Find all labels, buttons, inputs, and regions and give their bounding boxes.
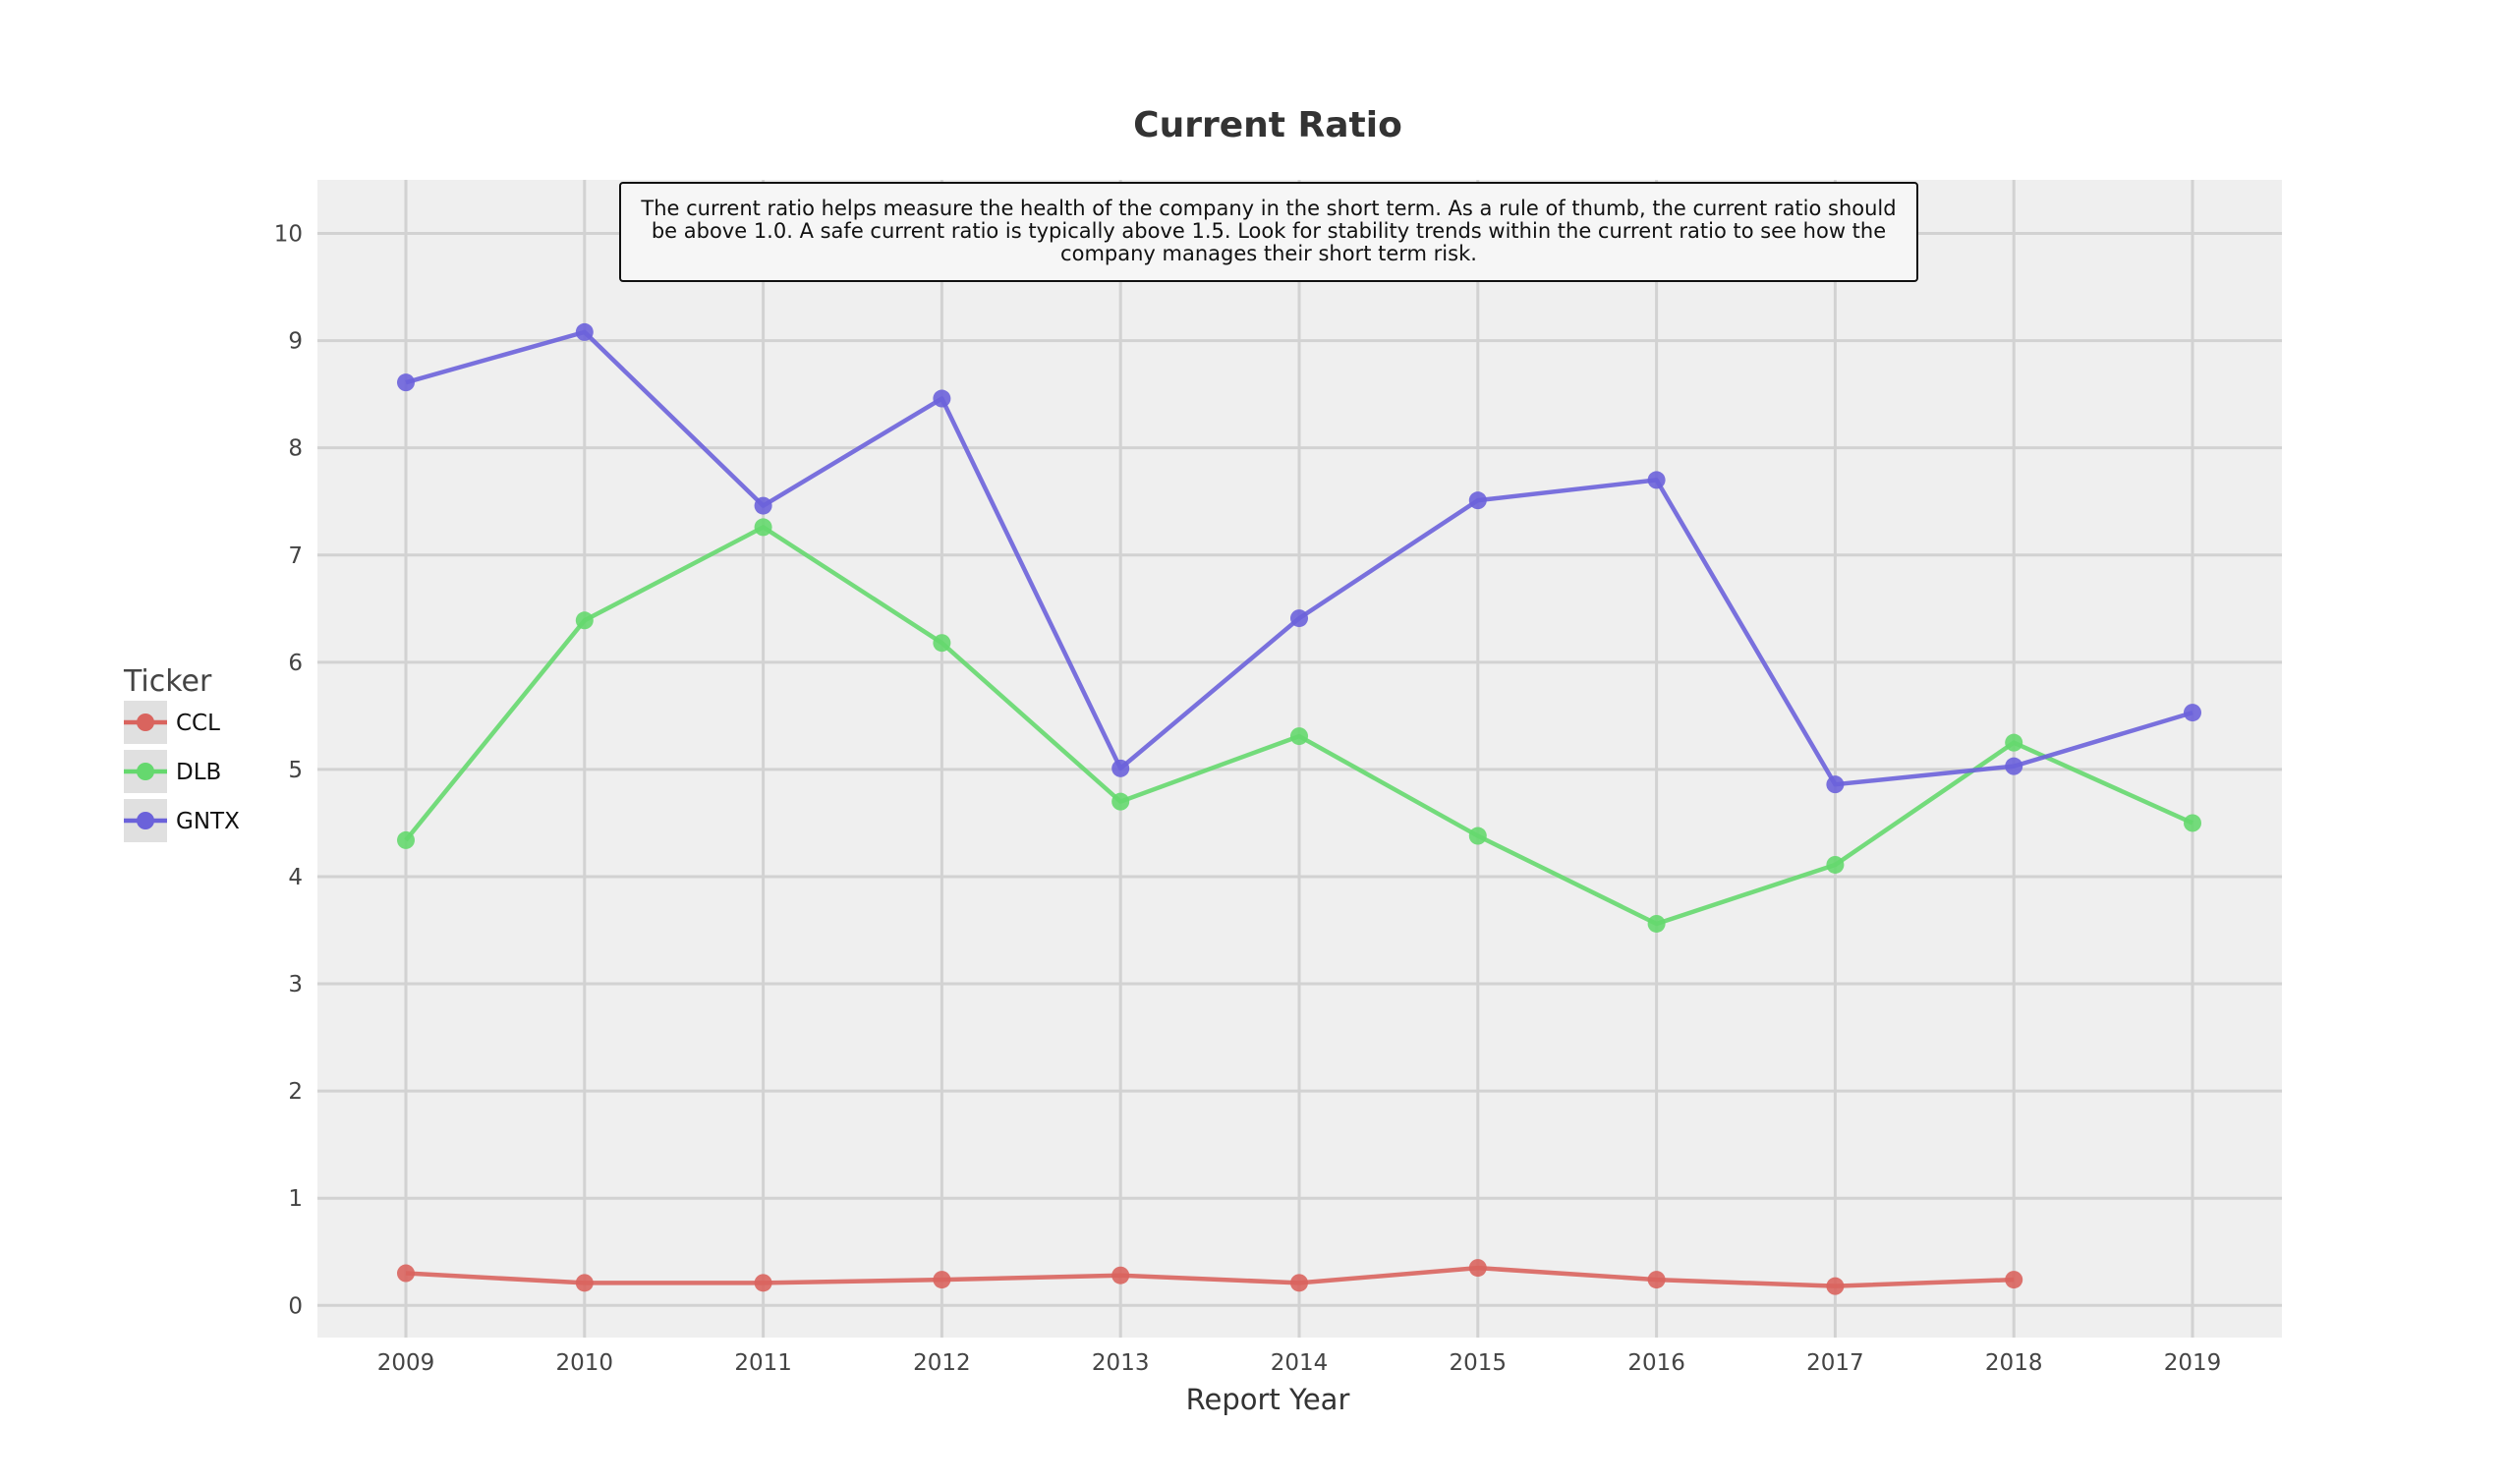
data-point xyxy=(933,389,951,408)
data-point xyxy=(397,1264,415,1283)
legend-label-ccl: CCL xyxy=(176,711,220,736)
x-tick-label: 2010 xyxy=(556,1350,614,1376)
data-point xyxy=(933,634,951,653)
chart-title: Current Ratio xyxy=(1133,105,1402,145)
x-tick-label: 2018 xyxy=(1985,1350,2043,1376)
series-ccl xyxy=(397,1259,2023,1295)
legend-label-gntx: GNTX xyxy=(176,809,240,834)
y-tick-label: 7 xyxy=(288,543,303,569)
x-tick-labels: 2009 2010 2011 2012 2013 2014 2015 2016 2017 2018… xyxy=(377,1350,2222,1376)
y-tick-label: 1 xyxy=(288,1186,303,1212)
y-tick-label: 0 xyxy=(288,1293,303,1319)
legend-label-dlb: DLB xyxy=(176,760,221,785)
data-point xyxy=(1290,1274,1308,1292)
y-tick-label: 10 xyxy=(274,222,303,248)
data-point xyxy=(1826,855,1845,874)
data-point xyxy=(1647,1271,1666,1289)
x-tick-label: 2013 xyxy=(1092,1350,1150,1376)
legend-title: Ticker xyxy=(123,664,212,699)
x-tick-label: 2012 xyxy=(913,1350,971,1376)
y-tick-label: 4 xyxy=(288,865,303,890)
data-point xyxy=(1826,775,1845,794)
y-tick-label: 3 xyxy=(288,972,303,998)
series-line-ccl xyxy=(405,1265,2015,1288)
data-point xyxy=(933,1271,951,1289)
y-tick-label: 5 xyxy=(288,758,303,783)
data-point xyxy=(1290,609,1308,628)
data-point xyxy=(754,496,772,515)
data-point xyxy=(1111,759,1130,777)
data-point xyxy=(1468,1259,1487,1278)
data-point xyxy=(2005,757,2023,775)
y-tick-label: 6 xyxy=(288,651,303,676)
data-point xyxy=(1647,471,1666,489)
data-point xyxy=(2184,704,2201,722)
data-point xyxy=(1468,491,1487,510)
data-point xyxy=(754,1274,772,1292)
data-point xyxy=(1111,1266,1130,1284)
x-tick-label: 2014 xyxy=(1271,1350,1329,1376)
data-point xyxy=(575,611,594,630)
series-dlb xyxy=(397,518,2201,933)
x-tick-label: 2015 xyxy=(1450,1350,1508,1376)
y-tick-label: 8 xyxy=(288,436,303,462)
legend: Ticker CCL DLB GNTX xyxy=(123,664,240,842)
data-point xyxy=(575,322,594,341)
legend-marker-gntx xyxy=(137,812,154,829)
data-point xyxy=(2184,814,2201,832)
y-tick-labels: 0 1 2 3 4 5 6 7 8 9 10 xyxy=(274,222,303,1320)
x-tick-label: 2009 xyxy=(377,1350,435,1376)
data-point xyxy=(2005,1271,2023,1289)
data-point xyxy=(1111,792,1130,811)
x-axis-label: Report Year xyxy=(1186,1383,1350,1416)
x-tick-label: 2017 xyxy=(1806,1350,1864,1376)
y-tick-label: 2 xyxy=(288,1079,303,1105)
data-point xyxy=(397,373,415,392)
series-gntx xyxy=(397,322,2201,794)
data-point xyxy=(1290,727,1308,746)
data-point xyxy=(1647,914,1666,933)
data-point xyxy=(397,830,415,849)
data-point xyxy=(1468,827,1487,845)
data-point xyxy=(2005,733,2023,752)
series-layer xyxy=(397,322,2201,1295)
legend-marker-ccl xyxy=(137,713,154,731)
data-point xyxy=(754,518,772,537)
y-tick-label: 9 xyxy=(288,329,303,355)
x-tick-label: 2011 xyxy=(734,1350,792,1376)
data-point xyxy=(575,1274,594,1292)
legend-marker-dlb xyxy=(137,763,154,780)
annotation-box: The current ratio helps measure the heal… xyxy=(619,182,1918,282)
x-tick-label: 2019 xyxy=(2164,1350,2222,1376)
data-point xyxy=(1826,1277,1845,1295)
x-tick-label: 2016 xyxy=(1627,1350,1685,1376)
